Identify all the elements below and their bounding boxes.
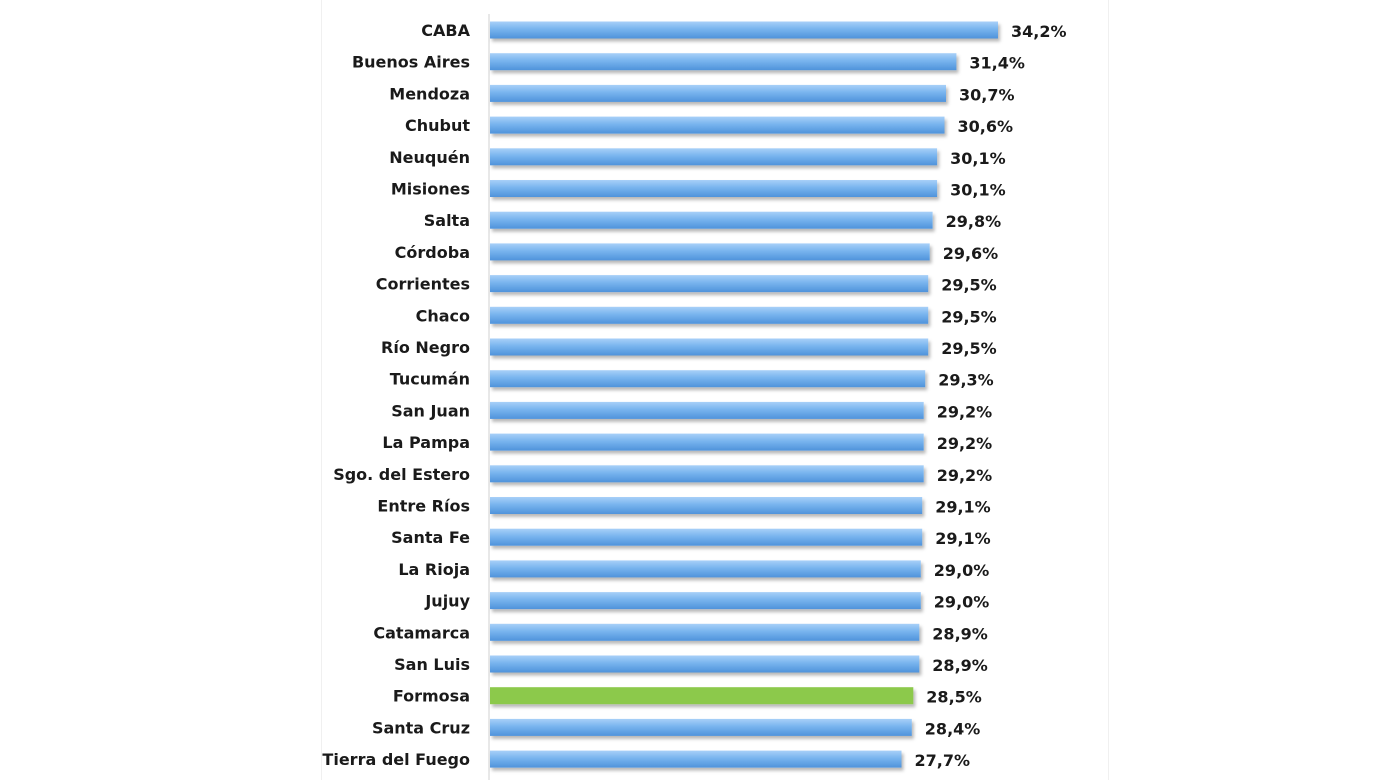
bar-11: [490, 370, 926, 388]
bar-22: [490, 718, 912, 736]
value-label-13: 29,2%: [937, 434, 993, 453]
bar-23: [490, 750, 902, 768]
value-label-1: 31,4%: [969, 54, 1025, 73]
category-label-3: Chubut: [405, 116, 470, 135]
value-label-9: 29,5%: [941, 307, 997, 326]
value-label-20: 28,9%: [932, 656, 988, 675]
category-label-14: Sgo. del Estero: [333, 465, 470, 484]
category-label-9: Chaco: [416, 306, 470, 325]
value-label-8: 29,5%: [941, 276, 997, 295]
bar-9: [490, 306, 929, 324]
value-label-7: 29,6%: [943, 244, 999, 263]
value-label-12: 29,2%: [937, 402, 993, 421]
category-label-11: Tucumán: [390, 370, 470, 389]
value-label-14: 29,2%: [937, 466, 993, 485]
category-label-10: Río Negro: [381, 338, 470, 357]
value-label-11: 29,3%: [938, 371, 994, 390]
bar-6: [490, 211, 933, 229]
value-label-22: 28,4%: [925, 719, 981, 738]
bar-1: [490, 53, 957, 71]
bar-18: [490, 592, 921, 610]
category-label-17: La Rioja: [398, 560, 470, 579]
bar-5: [490, 180, 938, 197]
value-label-16: 29,1%: [935, 529, 991, 548]
category-label-1: Buenos Aires: [352, 53, 470, 72]
category-label-23: Tierra del Fuego: [322, 750, 470, 769]
bar-15: [490, 497, 923, 514]
category-label-21: Formosa: [393, 687, 470, 706]
bar-8: [490, 275, 929, 293]
bar-3: [490, 116, 945, 134]
category-label-6: Salta: [424, 211, 470, 230]
chart-panel: CABA 34,2% Buenos Aires 31,4% Mendoza 30,7% Ch…: [322, 0, 1108, 780]
category-label-0: CABA: [421, 21, 470, 40]
value-label-0: 34,2%: [1011, 22, 1067, 41]
bar-13: [490, 433, 924, 451]
value-label-15: 29,1%: [935, 498, 991, 517]
category-label-8: Corrientes: [376, 275, 470, 294]
bar-2: [490, 84, 946, 102]
value-label-4: 30,1%: [950, 149, 1006, 168]
value-label-19: 28,9%: [932, 624, 988, 643]
value-label-18: 29,0%: [934, 593, 990, 612]
value-label-2: 30,7%: [959, 85, 1015, 104]
category-label-20: San Luis: [394, 655, 470, 674]
category-label-4: Neuquén: [389, 148, 470, 167]
bar-0: [490, 21, 998, 39]
value-label-21: 28,5%: [926, 688, 982, 707]
value-label-10: 29,5%: [941, 339, 997, 358]
bar-20: [490, 655, 920, 673]
category-label-2: Mendoza: [389, 84, 470, 103]
value-label-3: 30,6%: [958, 117, 1014, 136]
category-label-13: La Pampa: [382, 433, 470, 452]
bar-4: [490, 148, 938, 166]
category-label-22: Santa Cruz: [372, 718, 470, 737]
bar-21: [490, 687, 914, 705]
category-label-5: Misiones: [391, 180, 470, 199]
category-label-15: Entre Ríos: [377, 497, 470, 516]
value-label-17: 29,0%: [934, 561, 990, 580]
bar-16: [490, 528, 923, 546]
bar-7: [490, 243, 930, 261]
category-label-18: Jujuy: [424, 592, 470, 611]
bar-10: [490, 338, 929, 356]
value-label-5: 30,1%: [950, 181, 1006, 200]
bar-14: [490, 465, 924, 483]
category-label-7: Córdoba: [395, 243, 470, 262]
category-label-16: Santa Fe: [391, 528, 470, 547]
bar-17: [490, 560, 921, 578]
bar-19: [490, 623, 920, 641]
bar-12: [490, 401, 924, 419]
category-label-19: Catamarca: [373, 623, 470, 642]
category-label-12: San Juan: [391, 401, 470, 420]
value-label-6: 29,8%: [946, 212, 1002, 231]
bar-chart: CABA 34,2% Buenos Aires 31,4% Mendoza 30,7% Ch…: [322, 14, 1067, 780]
value-label-23: 27,7%: [915, 751, 971, 770]
